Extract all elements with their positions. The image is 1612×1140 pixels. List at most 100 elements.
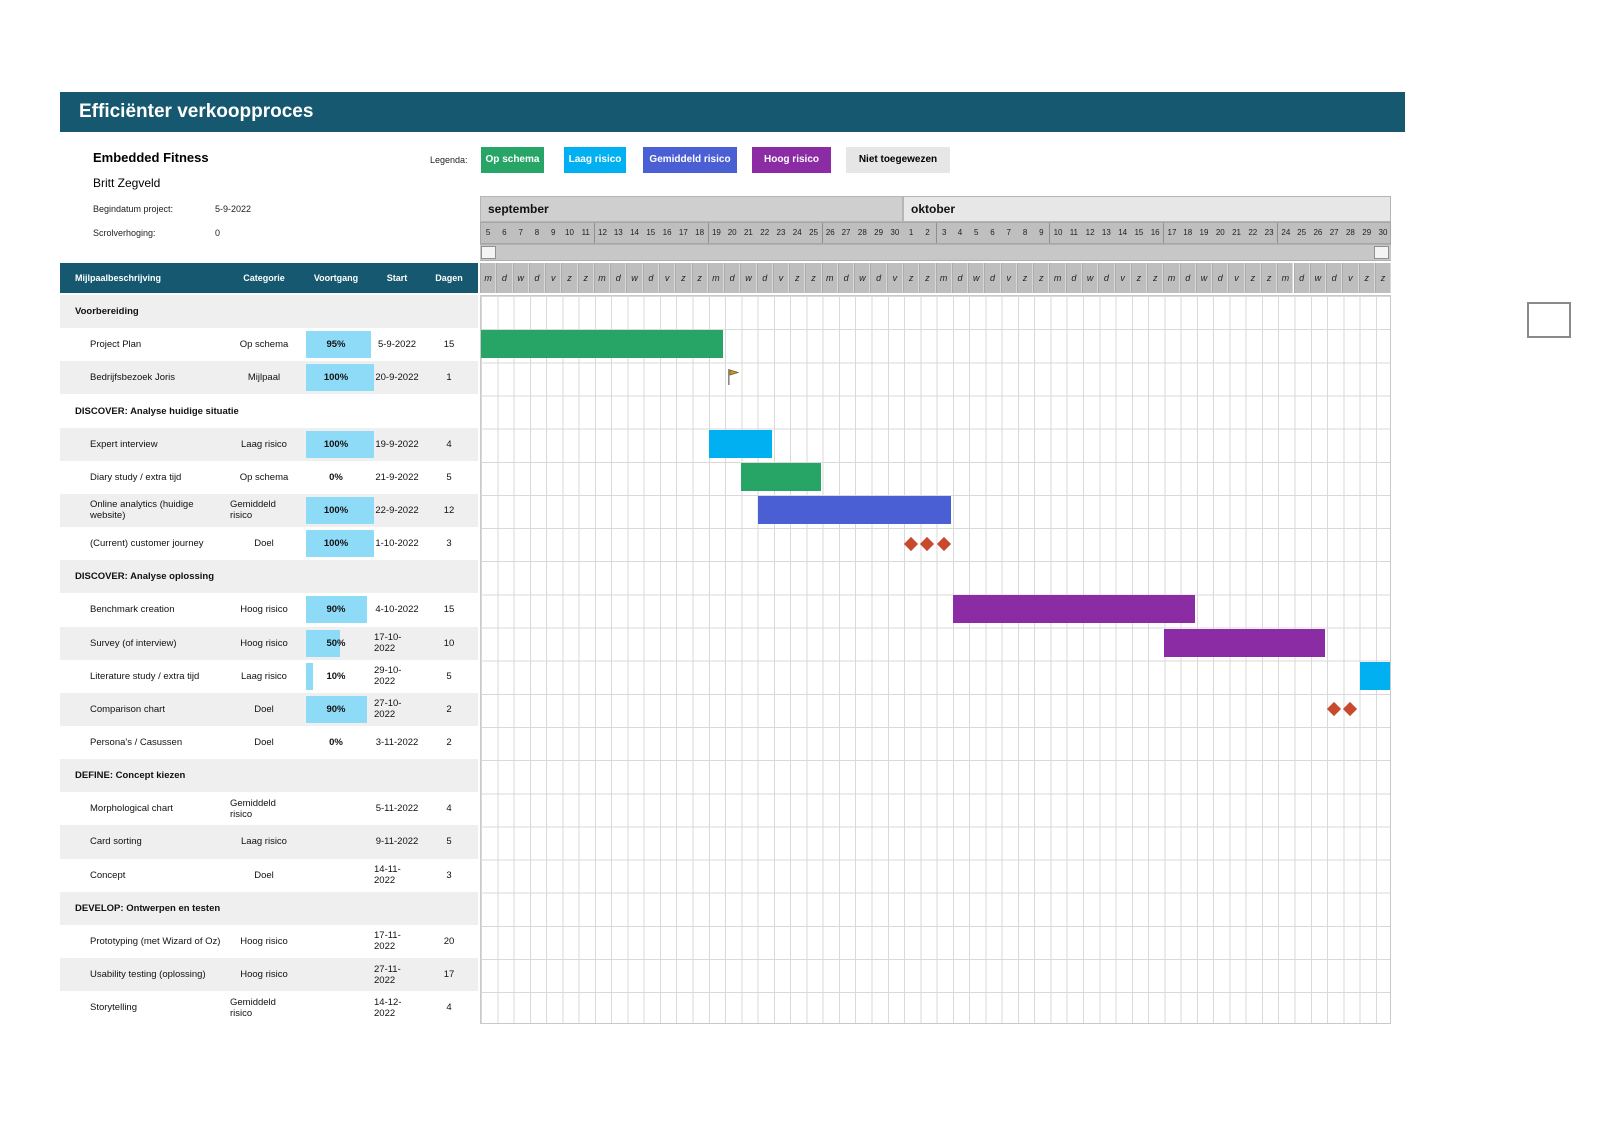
day-number: 25 <box>809 228 818 237</box>
section-row[interactable]: DEFINE: Concept kiezen <box>60 759 478 793</box>
day-number: 20 <box>1215 228 1225 237</box>
weekday-letter: w <box>740 263 757 293</box>
weekday-letter: z <box>1147 263 1164 293</box>
task-row[interactable]: Prototyping (met Wizard of Oz) Hoog risic… <box>60 925 478 958</box>
day-number: 29 <box>874 228 884 237</box>
owner-name[interactable]: Britt Zegveld <box>93 176 161 190</box>
task-row[interactable]: Concept Doel 14-11-2022 3 <box>60 859 478 892</box>
task-row[interactable]: Storytelling Gemiddeld risico 14-12-2022 4 <box>60 991 478 1024</box>
task-row[interactable]: Expert interview Laag risico 100% 19-9-2022… <box>60 427 478 461</box>
gantt-bar[interactable] <box>481 330 724 359</box>
day-number: 7 <box>1006 228 1011 237</box>
task-row[interactable]: Usability testing (oplossing) Hoog risico… <box>60 958 478 992</box>
task-row[interactable]: Morphological chart Gemiddeld risico 5-11-… <box>60 792 478 825</box>
gantt-bar[interactable] <box>708 429 772 458</box>
month-band-september: september <box>480 196 904 222</box>
weekday-letter: z <box>1374 263 1392 293</box>
weekday-letter: z <box>1358 263 1375 293</box>
weekday-letter: m <box>1277 263 1294 293</box>
floating-box[interactable] <box>1527 302 1571 338</box>
day-number: 5 <box>974 228 979 237</box>
day-number: 6 <box>502 228 507 237</box>
day-number: 22 <box>760 228 770 237</box>
day-number: 21 <box>1232 228 1241 237</box>
task-category: Doel <box>254 703 274 715</box>
progress-bar <box>306 430 374 458</box>
task-category: Doel <box>254 538 274 550</box>
task-days: 15 <box>443 339 455 351</box>
task-row[interactable]: (Current) customer journey Doel 100% 1-10-2… <box>60 527 478 560</box>
title-banner: Efficiënter verkoopproces <box>60 92 1405 132</box>
day-number: 16 <box>662 228 672 237</box>
day-number: 11 <box>581 228 590 237</box>
scrollbar-thumb-left[interactable] <box>481 246 496 259</box>
task-row[interactable]: Literature study / extra tijd Laag risico… <box>60 660 478 693</box>
day-number: 8 <box>534 228 540 237</box>
weekday-letter: w <box>854 263 871 293</box>
weekday-letter: d <box>951 263 969 293</box>
task-name: Concept <box>90 869 126 881</box>
scroll-increment-value[interactable]: 0 <box>215 228 221 238</box>
milestone-flag-icon[interactable] <box>727 368 740 386</box>
task-name: Literature study / extra tijd <box>90 670 200 682</box>
weekday-letter: v <box>1000 263 1017 293</box>
day-number: 29 <box>1362 228 1372 237</box>
task-days: 3 <box>446 869 452 881</box>
day-number: 15 <box>646 228 656 237</box>
task-row[interactable]: Survey (of interview) Hoog risico 50% 17-10… <box>60 626 478 660</box>
weekday-letter: d <box>1293 263 1310 293</box>
scrollbar-thumb-right[interactable] <box>1374 246 1390 259</box>
task-row[interactable]: Card sorting Laag risico 9-11-2022 5 <box>60 825 478 859</box>
legend-chip-laag-risico: Laag risico <box>564 147 626 173</box>
day-number: 13 <box>613 228 623 237</box>
task-days: 3 <box>446 538 452 550</box>
task-row[interactable]: Bedrijfsbezoek Joris Mijlpaal 100% 20-9-202… <box>60 361 478 395</box>
day-number: 26 <box>821 223 838 243</box>
timeline-scrollbar[interactable] <box>480 244 1392 261</box>
task-days: 15 <box>443 604 455 616</box>
section-row[interactable]: DEVELOP: Ontwerpen en testen <box>60 891 478 925</box>
task-start-date: 14-12-2022 <box>374 996 402 1019</box>
task-category: Hoog risico <box>240 637 288 649</box>
gantt-bar[interactable] <box>952 595 1195 624</box>
legend-chip-op-schema: Op schema <box>481 147 544 173</box>
task-name: Bedrijfsbezoek Joris <box>90 372 176 384</box>
project-start-value[interactable]: 5-9-2022 <box>215 204 252 214</box>
day-number: 15 <box>1134 228 1144 237</box>
section-row[interactable]: DISCOVER: Analyse huidige situatie <box>60 394 478 427</box>
task-row[interactable]: Persona's / Casussen Doel 0% 3-11-2022 2 <box>60 726 478 759</box>
progress-bar <box>306 530 374 558</box>
day-number: 2 <box>925 228 930 237</box>
weekday-letter: v <box>886 263 904 293</box>
task-days: 4 <box>446 1002 452 1014</box>
day-number: 9 <box>550 228 556 237</box>
task-row[interactable]: Project Plan Op schema 95% 5-9-2022 15 <box>60 328 478 361</box>
column-header-start: Start <box>386 273 408 283</box>
progress-bar <box>306 695 368 723</box>
gantt-grid[interactable] <box>480 295 1392 1025</box>
gantt-bar[interactable] <box>757 495 951 525</box>
progress-value: 100% <box>323 538 349 550</box>
gantt-bar[interactable] <box>1164 628 1326 657</box>
gantt-bar[interactable] <box>1359 661 1391 690</box>
task-category: Gemiddeld risico <box>230 996 276 1019</box>
weekday-letter: z <box>577 263 594 293</box>
company-name[interactable]: Embedded Fitness <box>93 150 209 165</box>
weekday-letter: d <box>496 263 513 293</box>
task-row[interactable]: Online analytics (huidige website) Gemidd… <box>60 493 478 528</box>
task-days: 2 <box>446 703 452 715</box>
progress-bar <box>306 662 313 690</box>
weekday-letter: m <box>480 263 497 293</box>
task-row[interactable]: Benchmark creation Hoog risico 90% 4-10-202… <box>60 593 478 626</box>
gantt-bar[interactable] <box>741 462 821 491</box>
progress-value: 50% <box>326 637 346 649</box>
task-row[interactable]: Diary study / extra tijd Op schema 0% 21-9-… <box>60 461 478 494</box>
task-start-date: 22-9-2022 <box>375 504 419 516</box>
section-row[interactable]: Voorbereiding <box>60 295 478 329</box>
weekday-letter: v <box>1342 263 1359 293</box>
weekday-letter: v <box>772 263 790 293</box>
task-name: Expert interview <box>90 438 158 450</box>
progress-value: 100% <box>323 438 349 450</box>
section-row[interactable]: DISCOVER: Analyse oplossing <box>60 560 478 594</box>
task-row[interactable]: Comparison chart Doel 90% 27-10-2022 2 <box>60 692 478 726</box>
